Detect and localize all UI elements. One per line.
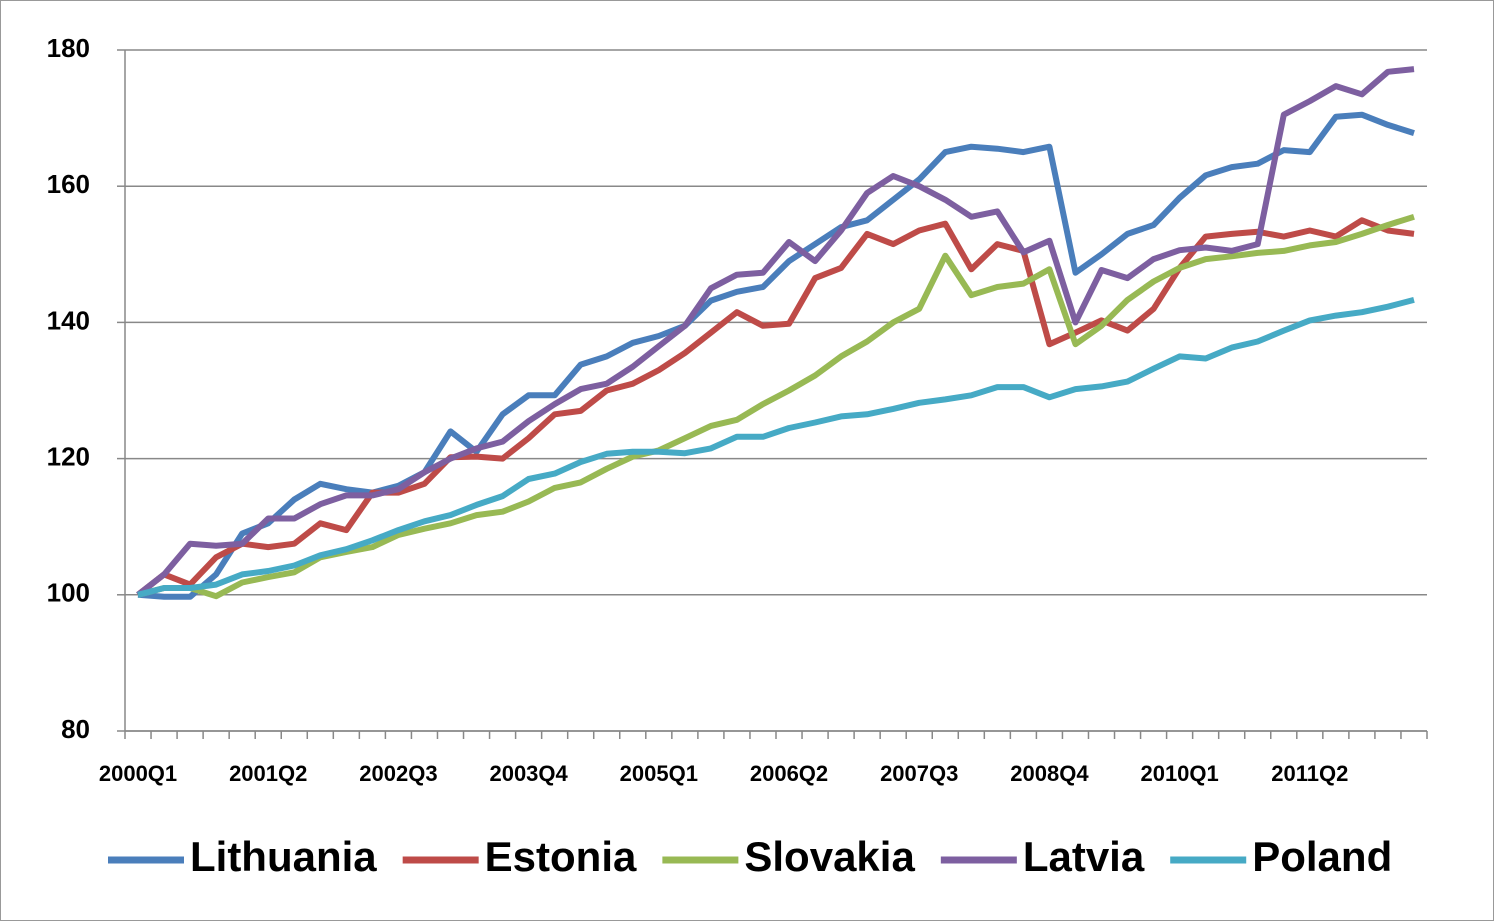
x-tick-label: 2006Q2 (750, 761, 828, 786)
y-tick-label: 100 (47, 578, 90, 608)
legend-label: Lithuania (190, 833, 377, 880)
legend-label: Slovakia (744, 833, 915, 880)
series-line (137, 111, 1415, 600)
series-line (136, 66, 1415, 598)
x-tick-label: 2010Q1 (1140, 761, 1218, 786)
y-tick-label: 160 (47, 169, 90, 199)
x-tick-label: 2001Q2 (229, 761, 307, 786)
series-line (136, 217, 1415, 598)
y-tick-label: 80 (61, 714, 90, 744)
x-tick-label: 2000Q1 (99, 761, 177, 786)
legend-label: Latvia (1023, 833, 1145, 880)
x-tick-label: 2007Q3 (880, 761, 958, 786)
y-tick-label: 180 (47, 33, 90, 63)
x-tick-label: 2008Q4 (1010, 761, 1089, 786)
series-line (137, 296, 1415, 598)
x-tick-label: 2003Q4 (489, 761, 568, 786)
x-tick-label: 2011Q2 (1271, 761, 1348, 786)
legend-label: Estonia (485, 833, 637, 880)
series-line (137, 213, 1415, 600)
x-tick-label: 2005Q1 (620, 761, 698, 786)
x-tick-label: 2002Q3 (359, 761, 437, 786)
legend-label: Poland (1252, 833, 1392, 880)
y-tick-label: 140 (47, 305, 90, 335)
y-tick-label: 120 (47, 441, 90, 471)
